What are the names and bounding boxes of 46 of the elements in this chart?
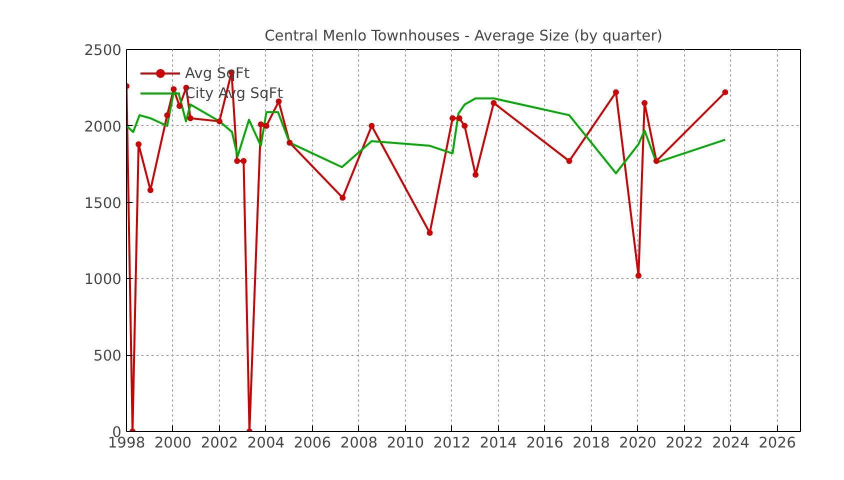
x-tick-label: 2024 — [712, 434, 750, 452]
point — [566, 158, 572, 164]
point — [612, 89, 619, 96]
x-tick-label: 2004 — [247, 434, 285, 452]
x-tick-label: 2014 — [480, 434, 518, 452]
y-tick-label: 1500 — [84, 194, 122, 212]
x-tick-label: 2016 — [526, 434, 564, 452]
point — [136, 141, 142, 148]
point — [170, 86, 177, 92]
point — [490, 100, 497, 106]
point — [164, 112, 170, 118]
x-tick-label: 2002 — [200, 434, 238, 452]
point — [240, 158, 247, 164]
point — [642, 100, 648, 106]
point — [340, 194, 346, 201]
point — [263, 122, 270, 129]
x-tick-label: 2000 — [154, 434, 192, 452]
x-tick-label: 2008 — [340, 434, 378, 452]
point — [187, 115, 194, 122]
x-tick-label: 2006 — [294, 434, 332, 452]
y-tick-label: 1000 — [84, 271, 122, 288]
point — [653, 158, 660, 164]
point — [456, 115, 462, 122]
x-tick-label: 2012 — [433, 434, 471, 452]
y-tick-label: 500 — [94, 348, 122, 365]
point — [462, 122, 468, 129]
point — [472, 172, 479, 178]
point — [234, 158, 240, 164]
x-tick-label: 2026 — [758, 434, 796, 452]
x-tick-label: 2022 — [666, 434, 703, 452]
point — [258, 121, 264, 128]
point — [368, 122, 375, 129]
x-tick-label: 2018 — [572, 434, 610, 452]
point — [147, 187, 154, 194]
point — [722, 89, 728, 96]
point — [426, 230, 433, 236]
point — [176, 103, 182, 110]
y-tick-label: 2000 — [84, 118, 122, 136]
chart-title: Central Menlo Townhouses - Average Size (by quarter) — [264, 28, 662, 44]
y-tick-label: 2500 — [84, 42, 122, 59]
x-tick-label: 2020 — [619, 434, 656, 452]
x-tick-label: 2010 — [386, 434, 424, 452]
point — [450, 115, 456, 122]
point — [286, 140, 293, 146]
point — [636, 272, 642, 279]
point — [216, 118, 222, 124]
